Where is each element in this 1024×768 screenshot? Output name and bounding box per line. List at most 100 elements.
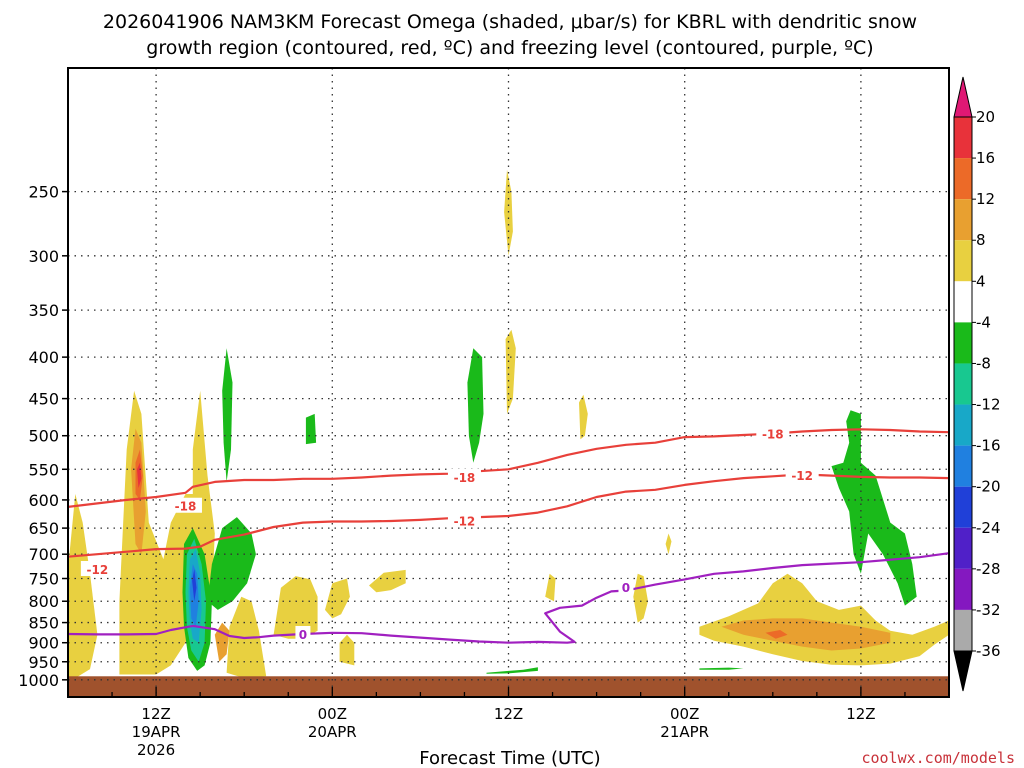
omega-region-0 [68,494,98,679]
contour-label-4: -12 [454,514,476,528]
omega-region-21 [222,348,233,482]
y-tick-label-650: 650 [28,519,59,538]
colorbar-swatch-12 [954,609,972,651]
colorbar-label-7: -12 [976,396,1001,414]
omega-region-22 [305,413,317,445]
colorbar-label-8: -16 [976,437,1001,455]
colorbar-label-6: -8 [976,354,991,372]
omega-region-23 [467,348,484,463]
contour-label-6: 0 [299,628,307,642]
colorbar-bottom-arrow [953,650,973,692]
colorbar-swatch-5 [954,322,972,364]
contour-label-bg-2 [756,425,790,441]
omega-region-31 [831,410,917,606]
contour-label-0: -18 [175,500,197,514]
contour-label-3: -12 [87,563,109,577]
x-tick-year-0: 2026 [137,741,175,759]
colorbar-label-2: 12 [976,190,995,208]
colorbar-frame [953,116,973,652]
y-tick-label-350: 350 [28,301,59,320]
contour-label-bg-1 [447,468,481,484]
y-axis: 2503003504004505005506006507007508008509… [18,183,68,690]
y-tick-label-550: 550 [28,460,59,479]
colorbar-label-12: -32 [976,601,1001,619]
omega-region-7 [369,569,406,593]
contour-label-7: 0 [622,581,630,595]
x-tick-label-4: 12Z [846,705,875,723]
grid-lines [68,68,949,697]
contour-label-5: -12 [791,469,813,483]
colorbar-swatch-8 [954,445,972,487]
omega-region-5 [325,578,350,619]
plot-area: -18 -18 -18 -12 -12 -12 0 0 [67,67,950,698]
colorbar-label-10: -24 [976,519,1001,537]
contour-label-bg-3 [80,560,114,576]
chart-title-line1: 2026041906 NAM3KM Forecast Omega (shaded… [103,11,917,33]
x-tick-date-0: 19APR [132,723,181,741]
y-tick-label-500: 500 [28,427,59,446]
omega-region-33 [699,667,744,670]
omega-region-11 [545,573,556,602]
colorbar-label-13: -36 [976,642,1001,660]
y-tick-label-250: 250 [28,183,59,202]
y-tick-label-750: 750 [28,570,59,589]
y-tick-label-300: 300 [28,247,59,266]
omega-region-20 [765,630,788,639]
colorbar-swatch-3 [954,240,972,282]
colorbar-swatch-7 [954,404,972,446]
chart-title-line2: growth region (contoured, red, ºC) and f… [146,37,873,59]
contour-label-bg-5 [785,466,819,482]
credit-text: coolwx.com/models [861,749,1015,767]
y-tick-label-950: 950 [28,653,59,672]
contour-labels: -18 -18 -18 -12 -12 -12 0 0 [80,425,819,642]
omega-region-9 [505,329,516,414]
omega-region-6 [339,634,355,666]
colorbar-swatch-4 [954,281,972,323]
colorbar-label-3: 8 [976,231,986,249]
colorbar-swatch-9 [954,486,972,528]
omega-region-32 [486,667,538,674]
colorbar-swatch-1 [954,158,972,200]
colorbar-top-arrow [953,76,973,118]
colorbar-swatch-6 [954,363,972,405]
omega-region-4 [273,576,318,639]
contour-line-2 [68,552,949,644]
colorbar-label-4: 4 [976,272,986,290]
y-tick-label-850: 850 [28,614,59,633]
y-tick-label-600: 600 [28,491,59,510]
y-tick-label-1000: 1000 [18,671,59,690]
x-tick-label-2: 12Z [494,705,523,723]
omega-region-17 [214,622,230,662]
omega-region-10 [579,394,588,440]
omega-region-30 [236,544,252,579]
x-tick-date-3: 21APR [660,723,709,741]
contour-label-bg-4 [447,512,481,528]
y-tick-label-400: 400 [28,348,59,367]
colorbar-swatch-0 [954,117,972,159]
colorbar-label-11: -28 [976,560,1001,578]
colorbar: 20 16 12 8 4 -4 -8 -12 -16 -20 -24 -28 -32 -36 [953,76,1001,692]
colorbar-swatch-2 [954,199,972,241]
contour-label-2: -18 [762,428,784,442]
omega-region-24 [207,517,256,610]
colorbar-swatch-11 [954,568,972,610]
contour-label-bg-0 [168,497,202,513]
colorbar-label-1: 16 [976,149,995,167]
x-tick-label-3: 00Z [670,705,699,723]
contour-label-1: -18 [454,471,476,485]
y-tick-label-900: 900 [28,634,59,653]
x-tick-label-1: 00Z [318,705,347,723]
contour-label-bg-7 [618,578,634,594]
x-tick-date-1: 20APR [308,723,357,741]
omega-shading [68,169,949,679]
contour-label-bg-6 [295,625,311,641]
colorbar-swatch-10 [954,527,972,569]
y-tick-label-450: 450 [28,390,59,409]
colorbar-label-0: 20 [976,108,995,126]
omega-region-29 [192,569,197,602]
x-axis-title: Forecast Time (UTC) [419,748,600,768]
colorbar-label-9: -20 [976,478,1001,496]
y-tick-label-700: 700 [28,545,59,564]
